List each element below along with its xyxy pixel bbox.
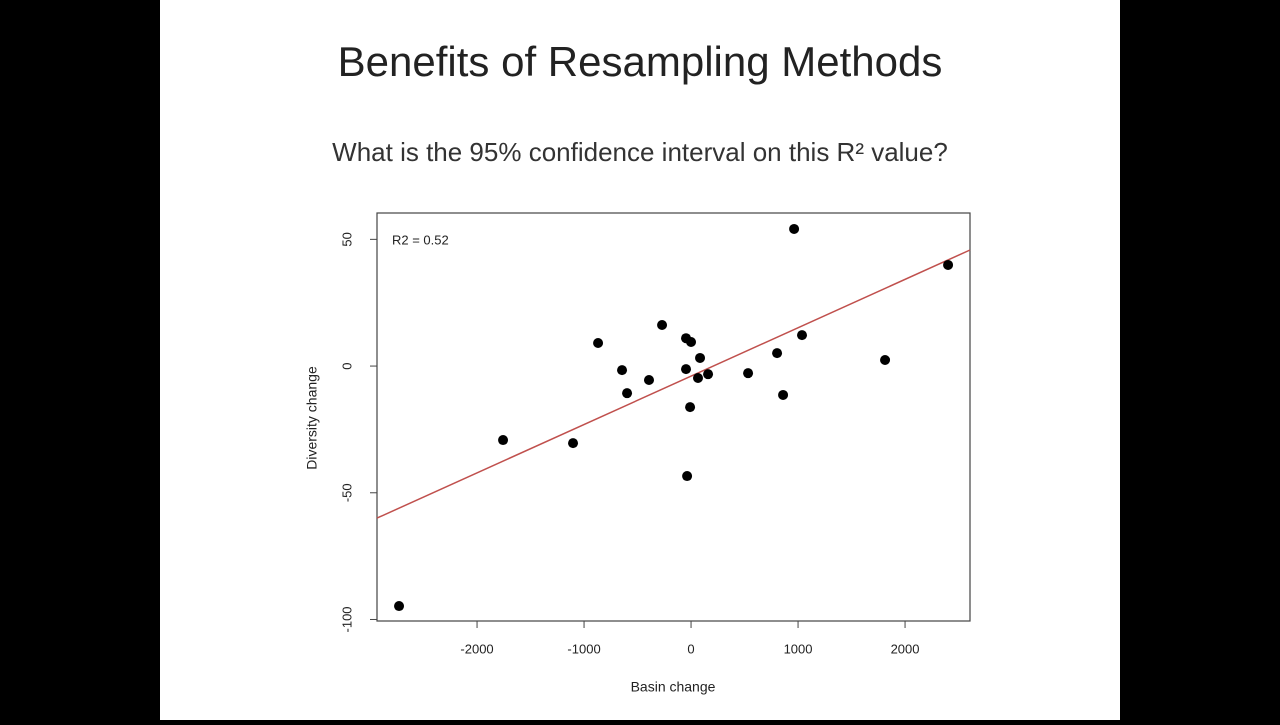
x-tick-label: 2000 [891, 641, 920, 656]
point [657, 320, 668, 331]
point [643, 375, 654, 386]
annotation: R2 = 0.52 [392, 232, 449, 247]
point [789, 223, 800, 234]
point [593, 338, 604, 349]
y-axis-label: Diversity change [304, 366, 320, 470]
y-tick-label: -100 [339, 606, 354, 632]
plot-frame [376, 212, 971, 622]
point [772, 348, 783, 359]
point [622, 388, 633, 399]
point [695, 352, 706, 363]
point [685, 402, 696, 413]
point [743, 368, 754, 379]
y-tick-label: 0 [339, 362, 354, 369]
point [568, 438, 579, 449]
slide-subtitle: What is the 95% confidence interval on t… [332, 137, 948, 167]
point [617, 365, 628, 376]
slide: Benefits of Resampling Methods What is t… [160, 0, 1120, 720]
slide-title: Benefits of Resampling Methods [338, 38, 943, 85]
x-axis-label: Basin change [631, 679, 716, 695]
point [681, 364, 692, 375]
point [693, 372, 704, 383]
point [682, 471, 693, 482]
point [394, 601, 405, 612]
point [943, 259, 954, 270]
x-tick-label: 0 [687, 641, 694, 656]
point [797, 330, 808, 341]
point [880, 354, 891, 365]
point [686, 336, 697, 347]
point [778, 389, 789, 400]
x-tick-label: -2000 [460, 641, 493, 656]
y-tick-label: 50 [339, 232, 354, 246]
point [498, 435, 509, 446]
x-tick-label: -1000 [567, 641, 600, 656]
point [703, 369, 714, 380]
fit-line [376, 249, 971, 519]
y-tick-label: -50 [339, 483, 354, 502]
x-tick-label: 1000 [784, 641, 813, 656]
chart: Benefits of Resampling Methods What is t… [304, 38, 971, 695]
